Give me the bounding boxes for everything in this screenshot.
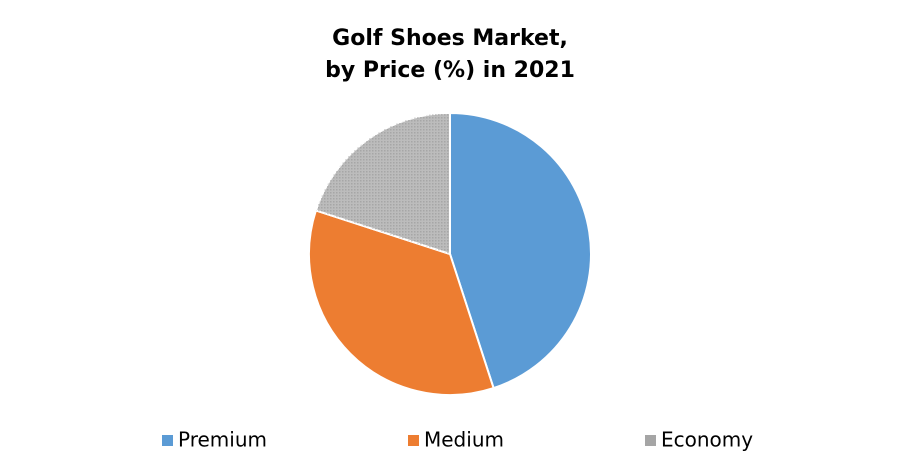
pie-slice — [449, 111, 592, 390]
legend-swatch — [408, 435, 419, 446]
chart-title: Golf Shoes Market, — [332, 26, 568, 51]
legend-label: Medium — [424, 428, 504, 452]
pie-slice — [308, 209, 495, 396]
legend-label: Economy — [661, 428, 753, 452]
legend-swatch — [162, 435, 173, 446]
legend-swatch — [645, 435, 656, 446]
chart-title: by Price (%) in 2021 — [325, 58, 575, 83]
legend-label: Premium — [178, 428, 267, 452]
